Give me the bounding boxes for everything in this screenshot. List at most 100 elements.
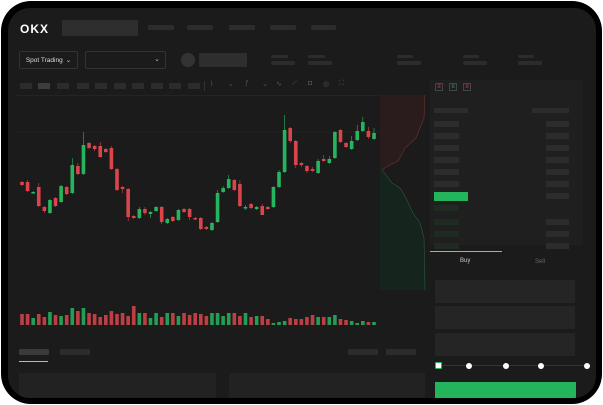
candle-body — [36, 187, 41, 206]
volume-bar — [154, 313, 158, 325]
candlestick-chart[interactable] — [8, 8, 428, 338]
settings-icon[interactable]: ◎ — [323, 81, 330, 88]
ask-amount[interactable] — [546, 169, 569, 175]
bid-price[interactable] — [434, 231, 459, 237]
volume-bar — [310, 315, 315, 325]
orderbook-both-icon[interactable]: ≡ — [435, 83, 443, 91]
total-input[interactable] — [435, 333, 575, 356]
volume-bar — [299, 319, 304, 325]
bid-amount[interactable] — [546, 231, 569, 237]
timeframe-button[interactable] — [169, 83, 181, 89]
ask-price[interactable] — [434, 181, 459, 187]
volume-bar — [243, 313, 248, 325]
slider-step[interactable] — [538, 363, 544, 369]
timeframe-button[interactable] — [77, 83, 89, 89]
timeframe-button-active[interactable] — [38, 83, 50, 89]
timeframe-button[interactable] — [114, 83, 126, 89]
timeframe-button[interactable] — [151, 83, 163, 89]
orderbook-bids-icon[interactable]: ≡ — [449, 83, 457, 91]
volume-bar — [271, 323, 276, 325]
volume-bar — [327, 317, 332, 325]
slider-step[interactable] — [466, 363, 472, 369]
volume-bar — [221, 316, 225, 325]
price-input[interactable] — [435, 280, 575, 303]
candle-body — [20, 182, 24, 185]
ask-price[interactable] — [434, 169, 459, 175]
bid-price[interactable] — [434, 243, 459, 249]
nav-item[interactable] — [187, 25, 213, 30]
slider-track[interactable] — [440, 365, 590, 366]
camera-icon[interactable]: ◘ — [308, 80, 313, 87]
slider-step[interactable] — [584, 363, 590, 369]
bid-price[interactable] — [434, 219, 459, 225]
ask-amount[interactable] — [546, 193, 569, 199]
stat-value — [518, 61, 542, 65]
candle-body — [25, 182, 30, 191]
depth-bids-area — [380, 170, 425, 290]
candle-body — [76, 166, 80, 174]
slider-handle[interactable] — [435, 362, 442, 369]
slider-step[interactable] — [503, 363, 509, 369]
bid-price[interactable] — [434, 205, 459, 211]
volume-bar — [92, 314, 97, 325]
stat-label — [271, 55, 288, 58]
volume-bar — [143, 313, 147, 325]
amount-input[interactable] — [435, 306, 575, 329]
timeframe-button[interactable] — [188, 83, 200, 89]
ask-amount[interactable] — [546, 181, 569, 187]
filter-button[interactable] — [386, 349, 416, 355]
nav-item[interactable] — [311, 25, 336, 30]
timeframe-button[interactable] — [57, 83, 69, 89]
ask-amount[interactable] — [546, 121, 569, 127]
fullscreen-icon[interactable]: ⛶ — [339, 80, 344, 87]
volume-bar — [42, 317, 47, 325]
tab-order-history[interactable] — [60, 349, 90, 355]
nav-item[interactable] — [148, 25, 174, 30]
ask-price[interactable] — [434, 133, 459, 139]
ask-price[interactable] — [434, 157, 459, 163]
ask-price[interactable] — [434, 121, 459, 127]
tab-open-orders[interactable] — [19, 349, 49, 355]
chevron-down-icon[interactable]: ⌄ — [262, 81, 268, 88]
ask-amount[interactable] — [546, 145, 569, 151]
volume-bar — [260, 316, 265, 325]
indicator-icon[interactable]: ƒ — [245, 80, 249, 87]
volume-bar — [59, 316, 63, 325]
tab-sell[interactable]: Sell — [535, 259, 546, 265]
app-screen: OKX Spot Trading ⌄ ⌄ ⌇ ⌄ ƒ ⌄ ∿ ⟋ ◘ ◎ ⛶ — [8, 8, 596, 398]
timeframe-button[interactable] — [132, 83, 144, 89]
filter-button[interactable] — [348, 349, 378, 355]
ask-amount[interactable] — [546, 133, 569, 139]
buy-button[interactable] — [435, 382, 576, 398]
candle-body — [176, 210, 181, 220]
nav-item[interactable] — [270, 25, 296, 30]
ask-price[interactable] — [434, 145, 459, 151]
line-icon[interactable]: ∿ — [276, 81, 282, 88]
pair-select[interactable]: ⌄ — [85, 51, 166, 69]
stat-label — [397, 55, 413, 58]
candle-body — [154, 207, 158, 211]
volume-bar — [277, 322, 281, 325]
nav-item[interactable] — [229, 25, 255, 30]
volume-bar — [366, 322, 371, 325]
ask-amount[interactable] — [546, 157, 569, 163]
candle-type-icon[interactable]: ⌇ — [210, 81, 214, 88]
candle-body — [249, 204, 253, 208]
last-price — [434, 192, 468, 201]
timeframe-button[interactable] — [20, 83, 32, 89]
market-type-select[interactable]: Spot Trading ⌄ — [19, 51, 78, 69]
timeframe-button[interactable] — [95, 83, 107, 89]
candle-body — [187, 209, 192, 217]
orderbook-asks-icon[interactable]: ≡ — [463, 83, 471, 91]
stat-value — [397, 61, 421, 65]
tab-buy[interactable]: Buy — [460, 258, 471, 264]
volume-bar — [249, 317, 253, 325]
ruler-icon[interactable]: ⟋ — [292, 80, 297, 87]
chevron-down-icon[interactable]: ⌄ — [228, 81, 234, 88]
bid-amount[interactable] — [546, 243, 569, 249]
bid-amount[interactable] — [546, 219, 569, 225]
search-placeholder[interactable] — [62, 20, 138, 36]
candle-body — [288, 128, 292, 141]
volume-bar — [305, 317, 309, 325]
volume-bar — [344, 320, 348, 325]
